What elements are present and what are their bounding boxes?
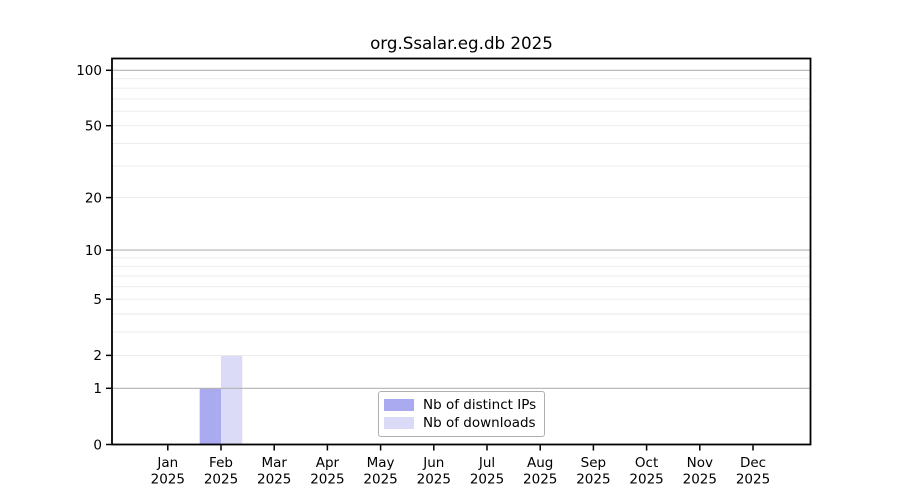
y-tick-label-50: 50 <box>85 119 102 135</box>
legend-box: Nb of distinct IPs Nb of downloads <box>378 391 545 437</box>
legend-label-nb-of-downloads: Nb of downloads <box>423 415 536 431</box>
y-tick-label-100: 100 <box>76 63 102 79</box>
bar-nb-of-distinct-ips-feb <box>199 388 221 445</box>
x-tick-label-sep: Sep 2025 <box>576 455 610 488</box>
legend-swatch-nb-of-downloads <box>384 417 414 429</box>
bar-nb-of-downloads-feb <box>221 355 243 445</box>
x-tick-label-apr: Apr 2025 <box>310 455 344 488</box>
legend-label-nb-of-distinct-ips: Nb of distinct IPs <box>423 397 537 413</box>
x-tick-label-jun: Jun 2025 <box>417 455 451 488</box>
x-tick-label-jul: Jul 2025 <box>470 455 504 488</box>
x-tick-label-nov: Nov 2025 <box>683 455 717 488</box>
legend-row-nb-of-distinct-ips: Nb of distinct IPs <box>384 396 544 414</box>
x-tick-label-mar: Mar 2025 <box>257 455 291 488</box>
x-tick-label-may: May 2025 <box>363 455 397 488</box>
y-tick-label-20: 20 <box>85 190 102 206</box>
chart-title: org.Ssalar.eg.db 2025 <box>370 33 553 53</box>
y-tick-label-5: 5 <box>93 292 102 308</box>
plot-border <box>111 57 812 446</box>
x-tick-label-jan: Jan 2025 <box>151 455 185 488</box>
legend-row-nb-of-downloads: Nb of downloads <box>384 414 544 432</box>
x-tick-label-feb: Feb 2025 <box>204 455 238 488</box>
y-tick-label-2: 2 <box>93 348 102 364</box>
y-tick-label-0: 0 <box>93 437 102 453</box>
y-tick-label-1: 1 <box>93 381 102 397</box>
legend-swatch-nb-of-distinct-ips <box>384 399 414 411</box>
y-tick-label-10: 10 <box>85 243 102 259</box>
x-tick-label-oct: Oct 2025 <box>629 455 663 488</box>
x-tick-label-aug: Aug 2025 <box>523 455 557 488</box>
x-tick-label-dec: Dec 2025 <box>736 455 770 488</box>
